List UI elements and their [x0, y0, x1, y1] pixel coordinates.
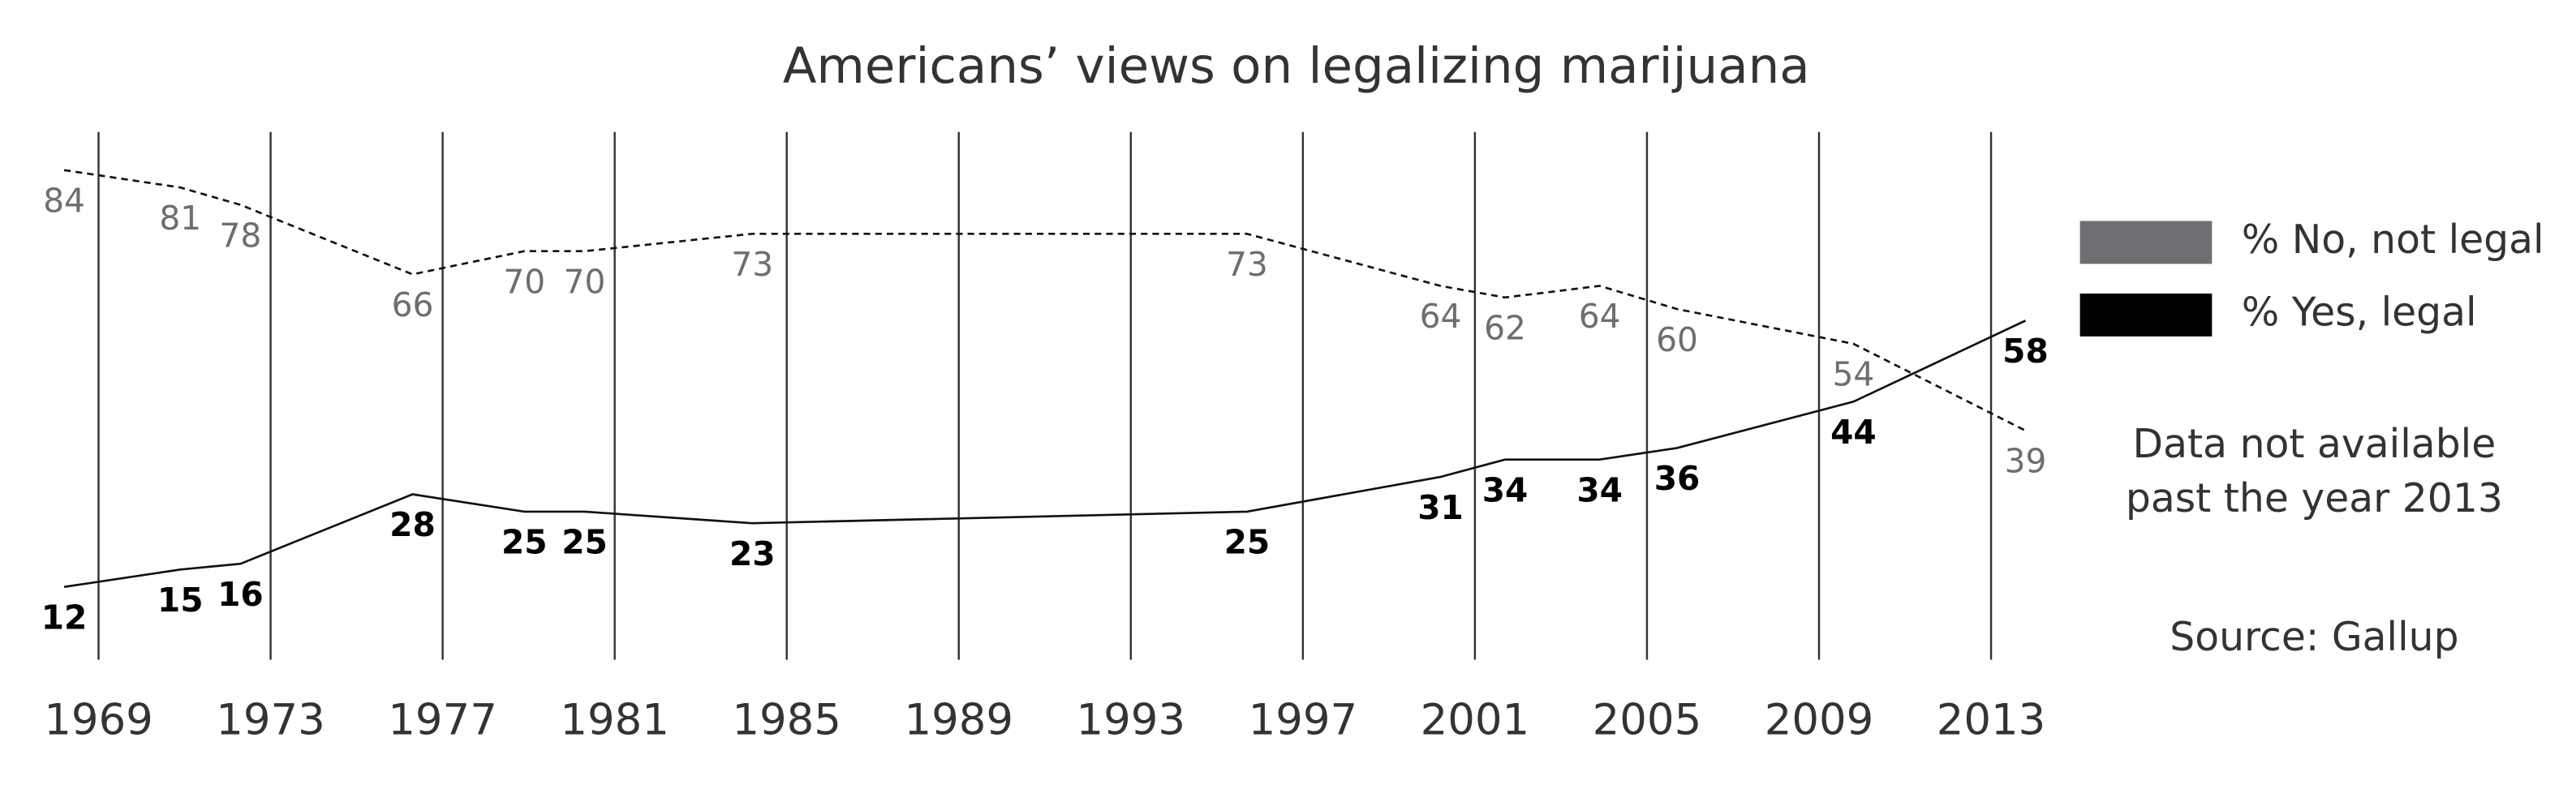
x-tick-label: 2013	[1937, 695, 2046, 744]
value-label: 70	[564, 262, 606, 301]
value-label: 58	[2002, 332, 2049, 371]
value-label: 36	[1654, 459, 1701, 498]
value-label: 81	[159, 199, 201, 238]
value-label: 44	[1830, 413, 1877, 452]
legend-label: % No, not legal	[2242, 217, 2544, 263]
value-label: 34	[1482, 470, 1529, 509]
x-tick-label: 1981	[560, 695, 669, 744]
value-label: 12	[41, 598, 88, 637]
note: past the year 2013	[2126, 475, 2503, 521]
value-label: 60	[1656, 320, 1698, 359]
value-label: 78	[220, 216, 262, 255]
value-label: 15	[157, 581, 204, 620]
legend-label: % Yes, legal	[2242, 289, 2477, 335]
value-label: 73	[1226, 245, 1268, 284]
x-tick-label: 1985	[732, 695, 841, 744]
value-label: 66	[392, 285, 434, 324]
value-label: 54	[1833, 355, 1875, 394]
series-line	[63, 320, 2027, 589]
x-tick-label: 1973	[216, 695, 325, 744]
x-tick-label: 1969	[44, 695, 153, 744]
value-label: 25	[1224, 523, 1271, 562]
value-label: 23	[729, 534, 776, 573]
x-tick-label: 2005	[1593, 695, 1702, 744]
x-tick-label: 1993	[1077, 695, 1186, 744]
value-label: 25	[561, 523, 608, 562]
value-label: 16	[217, 575, 264, 614]
value-label: 84	[43, 181, 85, 220]
value-label: 28	[389, 505, 436, 544]
value-label: 62	[1484, 308, 1526, 347]
value-label: 31	[1417, 488, 1464, 527]
legend-swatch	[2079, 221, 2213, 264]
note: Data not available	[2133, 421, 2496, 467]
series-line	[63, 169, 2027, 432]
value-label: 64	[1579, 297, 1621, 336]
value-label: 73	[731, 245, 773, 284]
x-tick-label: 1997	[1249, 695, 1358, 744]
value-label: 64	[1420, 297, 1462, 336]
value-label: 34	[1576, 470, 1623, 509]
x-tick-label: 1977	[388, 695, 497, 744]
legend-swatch	[2079, 293, 2213, 337]
note: Source: Gallup	[2170, 614, 2458, 660]
chart-title: Americans’ views on legalizing marijuana	[783, 37, 1810, 95]
value-label: 70	[503, 262, 545, 301]
x-tick-label: 2009	[1765, 695, 1874, 744]
x-tick-label: 1989	[904, 695, 1013, 744]
value-label: 39	[2005, 442, 2047, 481]
value-label: 25	[501, 523, 548, 562]
x-tick-label: 2001	[1421, 695, 1530, 744]
